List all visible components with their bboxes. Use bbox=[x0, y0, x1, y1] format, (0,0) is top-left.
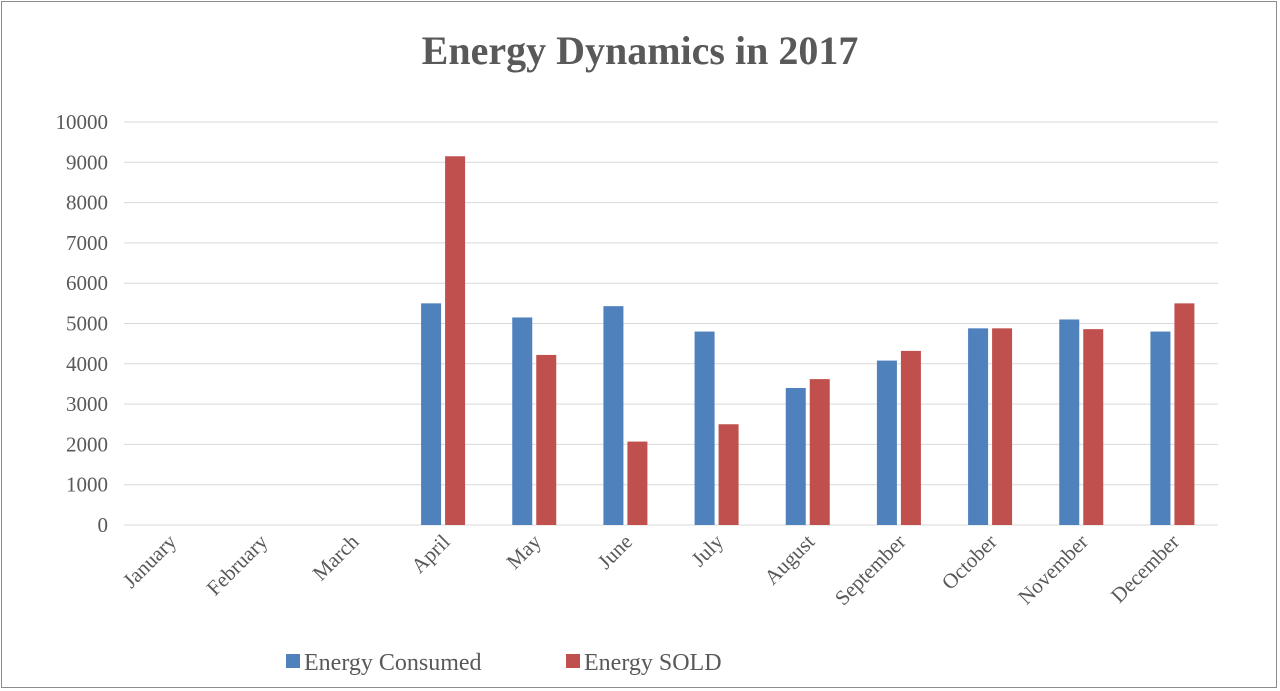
bar-energy-sold-december bbox=[1174, 303, 1195, 525]
y-tick-label: 9000 bbox=[66, 150, 108, 174]
y-tick-label: 10000 bbox=[56, 110, 109, 134]
bar-energy-sold-august bbox=[809, 379, 830, 525]
bar-energy-sold-may bbox=[536, 354, 557, 525]
bar-energy-consumed-may bbox=[512, 317, 533, 525]
x-tick-label: June bbox=[593, 530, 637, 574]
legend-label: Energy SOLD bbox=[584, 650, 722, 676]
bar-energy-sold-april bbox=[445, 156, 466, 525]
bar-energy-consumed-july bbox=[694, 331, 715, 525]
bar-energy-consumed-november bbox=[1059, 319, 1080, 525]
x-tick-label: April bbox=[406, 529, 454, 577]
legend-label: Energy Consumed bbox=[304, 650, 482, 676]
x-tick-label: August bbox=[759, 529, 819, 589]
legend: Energy Consumed Energy SOLD bbox=[286, 650, 722, 676]
x-tick-label: January bbox=[118, 529, 182, 593]
x-tick-label: October bbox=[937, 530, 1002, 595]
bar-energy-consumed-december bbox=[1150, 331, 1171, 525]
y-tick-label: 0 bbox=[98, 513, 109, 537]
y-tick-label: 2000 bbox=[66, 432, 108, 456]
x-tick-label: September bbox=[830, 530, 910, 610]
bar-energy-sold-september bbox=[900, 350, 921, 525]
bar-energy-sold-june bbox=[627, 441, 648, 525]
x-tick-label: March bbox=[308, 529, 364, 585]
x-tick-label: November bbox=[1013, 530, 1093, 610]
y-tick-label: 4000 bbox=[66, 352, 108, 376]
bar-energy-consumed-june bbox=[603, 306, 624, 525]
x-tick-label: February bbox=[202, 529, 273, 600]
bar-energy-consumed-september bbox=[876, 360, 897, 525]
y-tick-label: 7000 bbox=[66, 231, 108, 255]
x-axis-ticks: January February March April May June July Augu… bbox=[118, 529, 1184, 610]
bar-energy-sold-july bbox=[718, 424, 739, 525]
bar-energy-sold-november bbox=[1083, 329, 1104, 525]
legend-swatch bbox=[566, 654, 580, 668]
x-tick-label: May bbox=[502, 529, 547, 574]
x-tick-label: July bbox=[686, 529, 728, 571]
y-tick-label: 3000 bbox=[66, 392, 108, 416]
bar-energy-sold-october bbox=[992, 328, 1013, 525]
bar-energy-consumed-august bbox=[785, 387, 806, 525]
y-tick-label: 1000 bbox=[66, 473, 108, 497]
y-tick-label: 5000 bbox=[66, 312, 108, 336]
bar-energy-consumed-april bbox=[421, 303, 442, 525]
y-tick-label: 8000 bbox=[66, 191, 108, 215]
bar-energy-consumed-october bbox=[968, 328, 989, 525]
x-tick-label: December bbox=[1106, 530, 1184, 608]
bars bbox=[421, 156, 1195, 525]
y-tick-label: 6000 bbox=[66, 271, 108, 295]
chart-title: Energy Dynamics in 2017 bbox=[422, 28, 859, 73]
y-axis-ticks: 0 1000 2000 3000 4000 5000 6000 7000 8000 9000 100… bbox=[56, 110, 109, 537]
legend-swatch bbox=[286, 654, 300, 668]
gridlines bbox=[124, 121, 1218, 526]
